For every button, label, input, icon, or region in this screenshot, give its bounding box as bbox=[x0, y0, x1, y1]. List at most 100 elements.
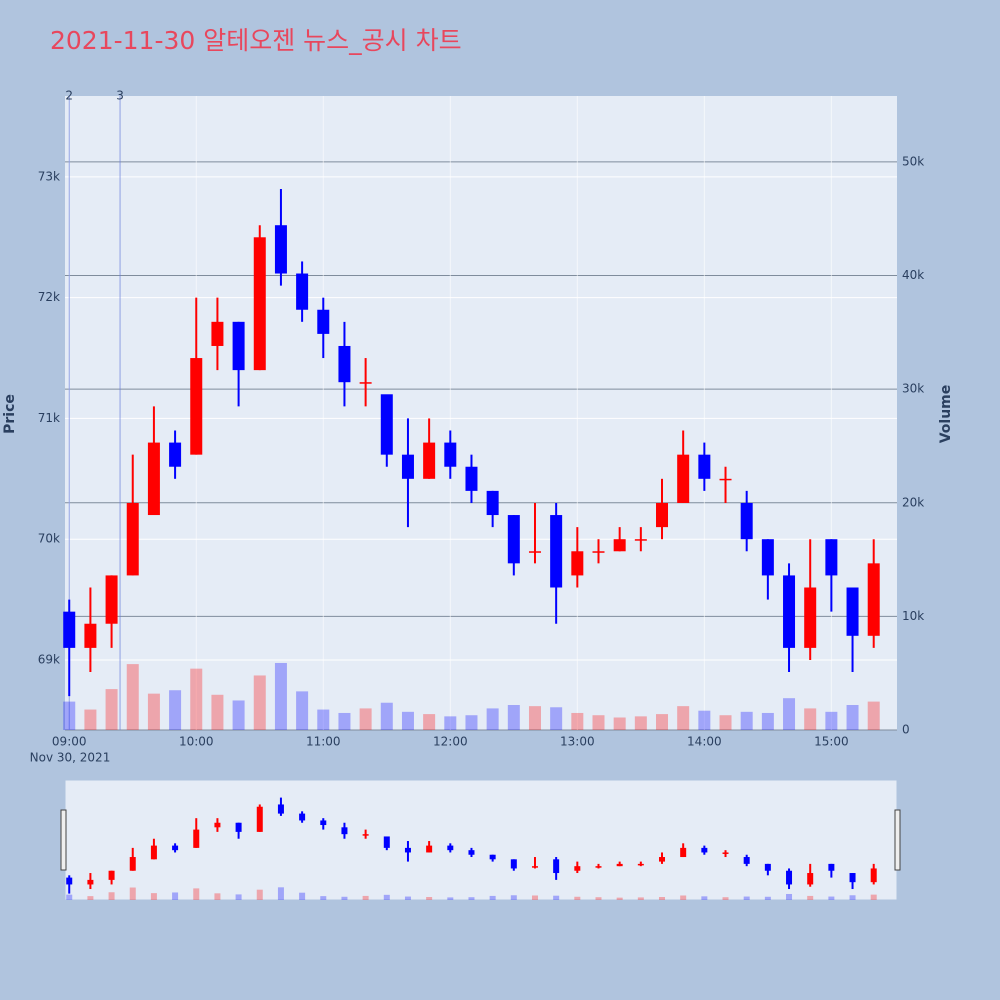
candle-body bbox=[383, 836, 390, 848]
candle-body bbox=[87, 879, 94, 885]
y-tick-label: 69k bbox=[38, 652, 60, 666]
volume-bar bbox=[359, 708, 372, 730]
candle-body bbox=[193, 829, 200, 848]
candle-body bbox=[592, 551, 605, 553]
volume-bar bbox=[338, 712, 351, 730]
x-date-label: Nov 30, 2021 bbox=[30, 751, 111, 765]
candle-body bbox=[63, 611, 76, 648]
volume-bar bbox=[743, 896, 750, 900]
volume-bar bbox=[637, 897, 644, 900]
candle-body bbox=[807, 873, 814, 885]
volume-bar bbox=[362, 895, 369, 900]
candle-body bbox=[465, 466, 478, 491]
volume-bar bbox=[825, 711, 838, 730]
candle-body bbox=[867, 563, 880, 636]
volume-bar bbox=[507, 705, 520, 730]
news-label: 2 bbox=[65, 89, 73, 103]
candle-body bbox=[783, 575, 796, 648]
candle-body bbox=[447, 845, 454, 851]
volume-bar bbox=[190, 668, 203, 730]
candle-body bbox=[571, 551, 584, 576]
candle-body bbox=[825, 539, 838, 576]
volume-bar bbox=[105, 689, 118, 730]
candle-body bbox=[804, 587, 817, 648]
candle-body bbox=[870, 868, 877, 883]
volume-bar bbox=[616, 897, 623, 900]
volume-bar bbox=[870, 894, 877, 900]
candle-body bbox=[574, 866, 581, 871]
volume-bar bbox=[528, 706, 541, 730]
candle-body bbox=[147, 442, 160, 516]
candle-body bbox=[828, 863, 835, 871]
candle-body bbox=[214, 822, 221, 828]
volume-bar bbox=[807, 895, 814, 900]
volume-bar bbox=[846, 705, 859, 730]
candle-body bbox=[468, 850, 475, 855]
candle-body bbox=[277, 804, 284, 814]
volume-bar bbox=[677, 706, 690, 730]
volume-bar bbox=[299, 892, 306, 900]
candle-body bbox=[595, 866, 602, 868]
volume-bar bbox=[764, 896, 771, 900]
candle-body bbox=[743, 857, 750, 864]
candle-body bbox=[764, 863, 771, 871]
volume-bar bbox=[867, 701, 880, 730]
volume-bar bbox=[63, 701, 76, 730]
volume-bar bbox=[84, 709, 97, 730]
candle-body bbox=[401, 454, 414, 479]
candle-body bbox=[66, 877, 73, 885]
candle-body bbox=[849, 873, 856, 883]
candle-body bbox=[444, 442, 457, 467]
y-tick-label: 73k bbox=[38, 169, 60, 183]
y2-tick-label: 20k bbox=[902, 495, 924, 509]
volume-bar bbox=[701, 896, 708, 900]
x-tick-label: 13:00 bbox=[560, 735, 595, 749]
chart-title: 2021-11-30 알테오젠 뉴스_공시 차트 bbox=[50, 26, 462, 55]
volume-bar bbox=[761, 712, 774, 730]
volume-bar bbox=[828, 896, 835, 900]
candle-body bbox=[698, 454, 711, 479]
volume-bar bbox=[169, 690, 182, 730]
volume-bar bbox=[553, 895, 560, 900]
volume-bar bbox=[66, 894, 73, 900]
y2-tick-label: 30k bbox=[902, 382, 924, 396]
candle-body bbox=[761, 539, 774, 576]
y2-tick-label: 0 bbox=[902, 723, 910, 737]
volume-bar bbox=[232, 700, 245, 730]
volume-bar bbox=[786, 893, 793, 900]
y2-axis-title: Volume bbox=[938, 385, 954, 444]
candle-body bbox=[253, 237, 266, 371]
range-handle[interactable] bbox=[60, 809, 67, 871]
volume-bar bbox=[489, 895, 496, 900]
volume-bar bbox=[719, 715, 732, 730]
volume-bar bbox=[740, 711, 753, 730]
volume-bar bbox=[592, 715, 605, 730]
candle-body bbox=[677, 454, 690, 503]
candle-body bbox=[846, 587, 859, 636]
range-handle[interactable] bbox=[894, 809, 901, 871]
candle-body bbox=[613, 539, 626, 552]
candle-body bbox=[786, 870, 793, 885]
candle-body bbox=[426, 845, 433, 853]
candle-body bbox=[528, 551, 541, 553]
candle-body bbox=[320, 820, 327, 826]
x-tick-label: 15:00 bbox=[814, 735, 849, 749]
volume-bar bbox=[214, 893, 221, 900]
volume-bar bbox=[320, 896, 327, 900]
candle-body bbox=[299, 813, 306, 821]
volume-bar bbox=[108, 892, 115, 900]
volume-bar bbox=[150, 893, 157, 900]
candle-body bbox=[701, 847, 708, 853]
candle-body bbox=[274, 225, 287, 274]
volume-bar bbox=[383, 894, 390, 900]
volume-bar bbox=[659, 896, 666, 900]
volume-bar bbox=[468, 897, 475, 900]
range-slider[interactable] bbox=[64, 779, 898, 901]
candle-body bbox=[296, 273, 309, 310]
candle-body bbox=[190, 358, 203, 455]
candle-body bbox=[341, 827, 348, 835]
candle-body bbox=[510, 859, 517, 869]
plot-area bbox=[65, 96, 897, 730]
volume-bar bbox=[613, 717, 626, 730]
